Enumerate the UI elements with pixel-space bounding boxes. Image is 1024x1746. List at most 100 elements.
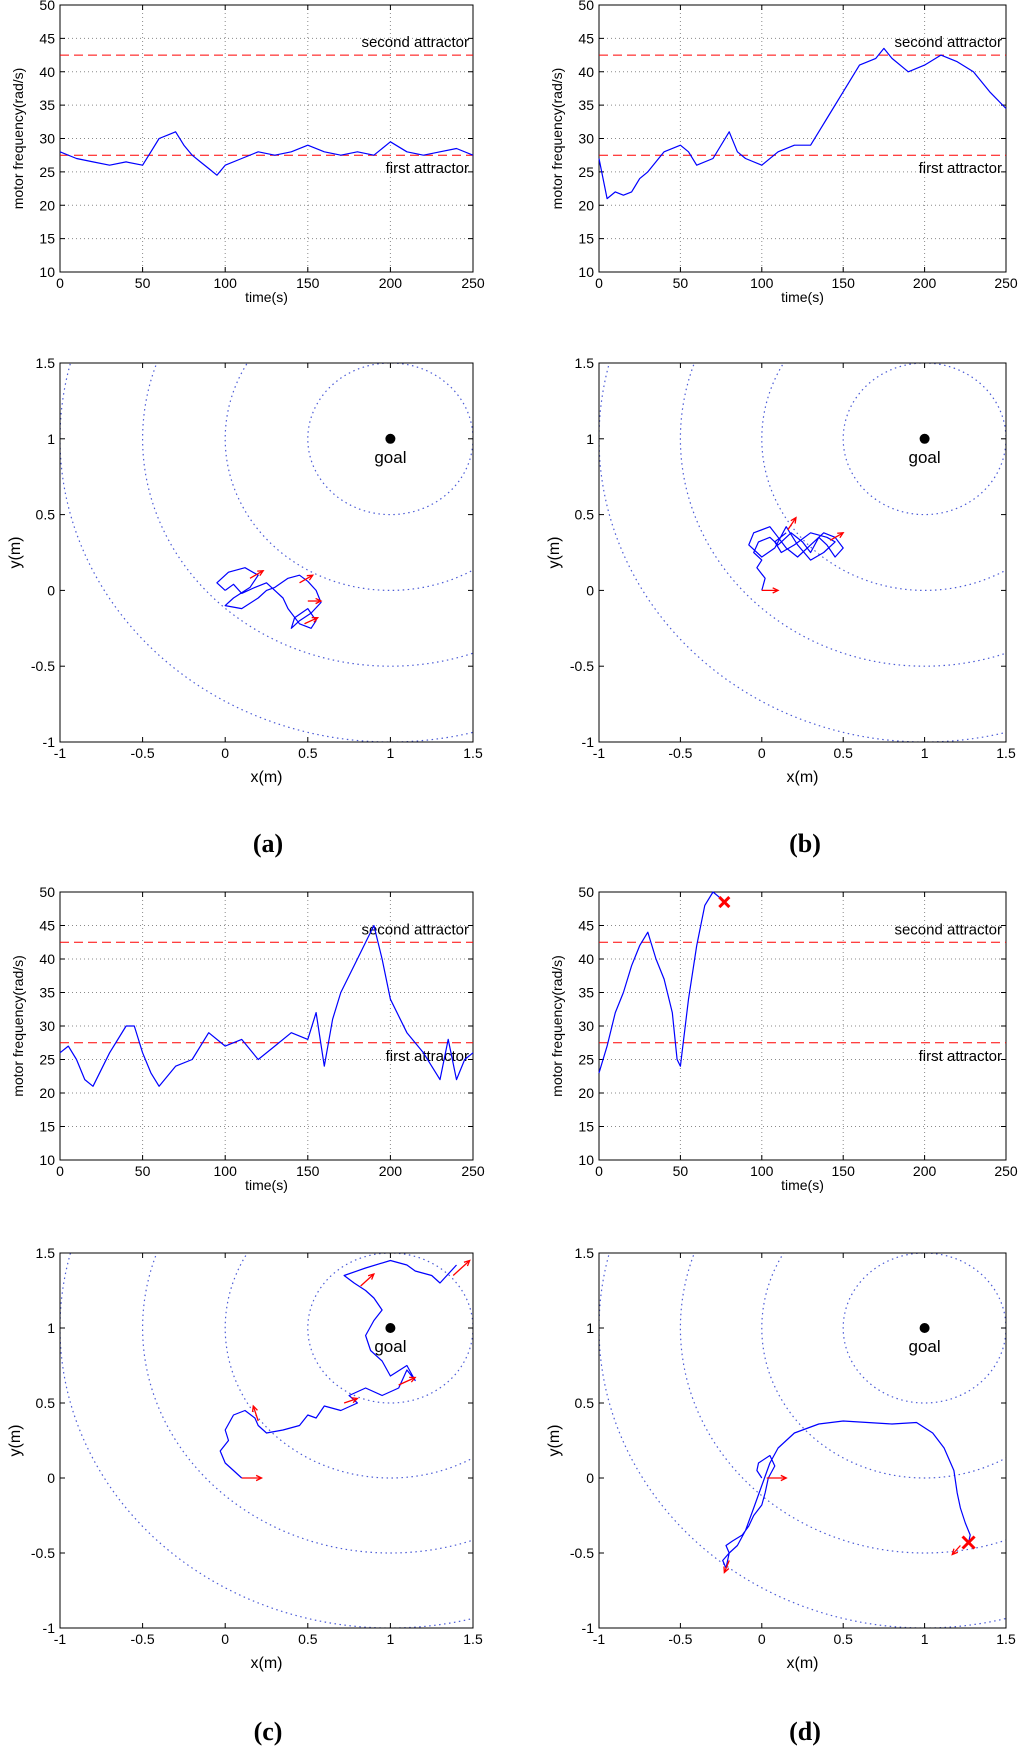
x-tick-label: 1.5 — [463, 745, 483, 761]
x-tick-label: -0.5 — [131, 745, 155, 761]
x-tick-label: 250 — [994, 275, 1018, 291]
x-tick-label: -0.5 — [668, 1631, 692, 1647]
y-tick-label: -0.5 — [570, 658, 594, 674]
x-tick-label: 1 — [387, 1631, 395, 1647]
heading-arrow-head — [367, 1272, 375, 1280]
goal-label: goal — [909, 448, 941, 467]
axes-frame — [598, 362, 1007, 743]
y-axis-label: y(m) — [546, 1425, 563, 1457]
heading-arrow — [951, 1545, 961, 1555]
goal-marker — [919, 433, 930, 444]
heading-arrow-head — [409, 1376, 417, 1383]
goal-marker — [385, 433, 396, 444]
heading-arrow-head — [311, 616, 320, 623]
first-attractor-label: first attractor — [386, 1048, 469, 1065]
y-tick-label: 0 — [586, 1470, 594, 1486]
y-tick-label: 1 — [586, 1320, 594, 1336]
x-tick-label: -1 — [54, 1631, 67, 1647]
y-tick-label: 25 — [578, 1052, 594, 1068]
freq-series-line — [598, 47, 1007, 200]
x-tick-label: 0.5 — [833, 745, 853, 761]
range-circle — [761, 1253, 1006, 1479]
first-attractor-label: first attractor — [386, 160, 469, 177]
y-tick-label: 1.5 — [36, 1245, 56, 1261]
y-tick-label: 1 — [47, 431, 55, 447]
x-tick-label: 0 — [758, 1631, 766, 1647]
trajectory-line — [722, 1420, 971, 1569]
x-tick-label: 100 — [214, 1163, 238, 1179]
freq-chart-d: 0 50 100 150 200 250 10 15 20 25 30 35 40 45 50 second … — [549, 884, 1018, 1193]
x-tick-label: 1 — [387, 745, 395, 761]
second-attractor-label: second attractor — [894, 34, 1002, 51]
y-axis-label: motor frequency(rad/s) — [10, 955, 26, 1097]
trajectory-chart-d: -1 -0.5 0 0.5 1 1.5 -1 -0.5 0 0.5 1 1.5 goal x(m) y(m) — [546, 1245, 1016, 1672]
y-tick-label: 0.5 — [36, 1395, 56, 1411]
y-tick-label: 45 — [39, 918, 55, 934]
range-circle — [142, 363, 473, 667]
y-tick-label: 45 — [39, 30, 55, 46]
x-tick-label: 100 — [750, 1163, 774, 1179]
y-tick-label: 0 — [47, 582, 55, 598]
x-tick-label: 1.5 — [996, 745, 1016, 761]
heading-arrow-head — [951, 1548, 959, 1556]
y-tick-label: 0 — [47, 1470, 55, 1486]
x-tick-label: 100 — [750, 275, 774, 291]
panel-label-d: (d) — [789, 1717, 821, 1746]
y-tick-label: 50 — [578, 0, 594, 13]
goal-marker — [919, 1323, 930, 1333]
x-axis-label: x(m) — [787, 769, 819, 786]
heading-arrow-head — [251, 1404, 258, 1413]
x-tick-label: -1 — [593, 1631, 606, 1647]
goal-marker — [385, 1323, 396, 1333]
x-tick-label: 250 — [461, 1163, 485, 1179]
freq-series-line — [59, 131, 474, 176]
y-tick-label: 40 — [578, 951, 594, 967]
y-tick-label: 20 — [578, 1085, 594, 1101]
x-tick-label: 200 — [379, 275, 403, 291]
x-tick-label: 0 — [221, 1631, 229, 1647]
x-axis-label: time(s) — [245, 289, 288, 305]
x-tick-label: 0 — [758, 745, 766, 761]
x-tick-label: 100 — [214, 275, 238, 291]
x-tick-label: 250 — [461, 275, 485, 291]
y-tick-label: 45 — [578, 918, 594, 934]
second-attractor-label: second attractor — [361, 921, 469, 938]
x-axis-label: x(m) — [787, 1655, 819, 1672]
y-tick-label: 50 — [39, 884, 55, 900]
y-tick-label: 1 — [47, 1320, 55, 1336]
x-tick-label: 50 — [135, 275, 151, 291]
heading-arrow — [829, 532, 844, 541]
x-tick-label: 0 — [595, 1163, 603, 1179]
y-tick-label: 20 — [39, 1085, 55, 1101]
trajectory-chart-b: -1 -0.5 0 0.5 1 1.5 -1 -0.5 0 0.5 1 1.5 goal x(m) y(m) — [546, 355, 1016, 786]
panel-label-c: (c) — [254, 1717, 283, 1746]
y-tick-label: 40 — [39, 64, 55, 80]
heading-arrow-head — [255, 1474, 264, 1482]
y-tick-label: 25 — [578, 164, 594, 180]
y-tick-label: -0.5 — [31, 1545, 55, 1561]
y-tick-label: 10 — [578, 1152, 594, 1168]
y-axis-label: motor frequency(rad/s) — [10, 68, 26, 210]
heading-arrow-head — [257, 569, 265, 577]
x-tick-label: 50 — [673, 275, 689, 291]
x-tick-label: 50 — [673, 1163, 689, 1179]
x-tick-label: 250 — [994, 1163, 1018, 1179]
x-axis-label: time(s) — [781, 289, 824, 305]
y-tick-label: -0.5 — [570, 1545, 594, 1561]
end-marker-x — [718, 895, 731, 909]
y-axis-label: motor frequency(rad/s) — [549, 68, 565, 210]
axes-frame — [59, 1252, 474, 1629]
heading-arrow-head — [772, 587, 780, 594]
heading-arrow — [299, 574, 314, 584]
trajectory-chart-a: -1 -0.5 0 0.5 1 1.5 -1 -0.5 0 0.5 1 1.5 goal x(m) y(m) — [7, 355, 483, 786]
y-tick-label: -1 — [43, 734, 56, 750]
axes-frame — [59, 362, 474, 743]
y-tick-label: 30 — [578, 1018, 594, 1034]
x-tick-label: -0.5 — [131, 1631, 155, 1647]
y-tick-label: 40 — [39, 951, 55, 967]
x-axis-label: x(m) — [251, 1655, 283, 1672]
heading-arrow — [304, 617, 318, 625]
heading-arrow-head — [315, 597, 323, 605]
freq-chart-c: 0 50 100 150 200 250 10 15 20 25 30 35 40 45 50 second … — [10, 884, 485, 1193]
y-tick-label: 35 — [578, 985, 594, 1001]
